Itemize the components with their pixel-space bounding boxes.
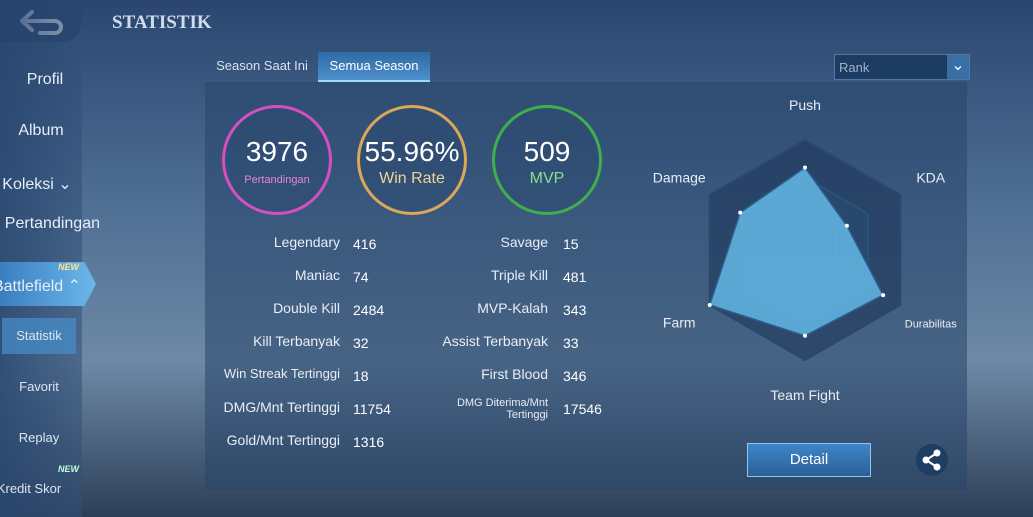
dropdown[interactable]: Rank ⌄: [834, 54, 970, 80]
summary-circle: 55.96% Win Rate: [357, 105, 467, 215]
menu-item[interactable]: Hasil Pertandingan: [0, 215, 100, 232]
menu-label: Battlefield: [0, 278, 64, 295]
radar-axis-label: Farm: [663, 315, 696, 331]
menu-item[interactable]: Koleksi ⌄: [2, 176, 72, 193]
stat-label: Gold/Mnt Tertinggi: [226, 432, 340, 448]
radar-point: [803, 333, 807, 338]
page-title: STATISTIK: [112, 12, 212, 33]
sidebar: Profil Album Koleksi ⌄ Hasil Pertandinga…: [0, 0, 100, 517]
summary-label: Pertandingan: [244, 174, 310, 186]
radar-axis-label: Damage: [653, 169, 706, 185]
stat-value: 15: [563, 236, 579, 252]
summary-circle: 509 MVP: [492, 105, 602, 215]
radar-axis-label: Push: [789, 100, 821, 113]
stat-label: DMG/Mnt Tertinggi: [223, 399, 340, 415]
new-badge: NEW: [58, 464, 79, 474]
stat-label: DMG Diterima/Mnt Tertinggi: [456, 397, 548, 421]
detail-button[interactable]: Detail: [747, 443, 871, 477]
dropdown-arrow: ⌄: [947, 55, 969, 79]
menu-label: Koleksi: [2, 176, 54, 193]
radar-chart: Push KDA Durabilitas Team Fight Farm Damage: [653, 100, 957, 403]
share-button[interactable]: [915, 443, 949, 477]
new-badge: NEW: [58, 262, 79, 272]
radar-axis-label: Durabilitas: [905, 319, 957, 331]
submenu-item[interactable]: Kredit Skor: [0, 481, 62, 496]
submenu-item[interactable]: Statistik: [16, 328, 62, 343]
tab[interactable]: Season Saat Ini: [216, 58, 308, 73]
stat-label: Assist Terbanyak: [442, 333, 548, 349]
radar-point: [707, 303, 712, 307]
radar-point: [738, 210, 743, 215]
menu-item[interactable]: Battlefield ⌃: [0, 276, 92, 296]
stat-label: First Blood: [481, 366, 548, 382]
summary-label: MVP: [529, 170, 565, 187]
radar-axis-label: KDA: [916, 169, 945, 185]
stat-label: Triple Kill: [490, 267, 548, 283]
summary-label: Win Rate: [379, 170, 445, 187]
radar-point: [881, 293, 886, 298]
stat-value: 18: [353, 368, 369, 384]
stat-label: Legendary: [273, 234, 340, 250]
stat-value: 346: [563, 368, 587, 384]
dropdown-label: Rank: [839, 60, 870, 75]
summary-value: 3976: [245, 136, 309, 167]
stat-label: Savage: [500, 234, 548, 250]
submenu-selected[interactable]: [2, 318, 76, 354]
stat-label: MVP-Kalah: [477, 300, 548, 316]
menu-item[interactable]: Profil: [26, 71, 64, 88]
menu-selected[interactable]: [0, 262, 96, 306]
tab-active[interactable]: Semua Season: [318, 52, 430, 82]
stat-value: 481: [563, 269, 587, 285]
stat-value: 17546: [563, 401, 602, 417]
stat-value: 33: [563, 335, 579, 351]
summary-circle: 3976 Pertandingan: [222, 105, 332, 215]
radar-point: [844, 223, 849, 228]
stat-value: 416: [353, 236, 377, 252]
stat-value: 11754: [353, 401, 391, 417]
submenu-item[interactable]: Replay: [18, 430, 60, 445]
stat-label: Kill Terbanyak: [253, 333, 340, 349]
summary-value: 509: [523, 136, 571, 167]
stat-value: 2484: [353, 302, 385, 318]
stat-value: 74: [353, 269, 369, 285]
submenu-item[interactable]: Favorit: [19, 379, 59, 394]
radar-point: [803, 165, 807, 170]
menu-item[interactable]: Album: [18, 122, 64, 139]
radar-axis-label: Team Fight: [770, 387, 839, 403]
summary-value: 55.96%: [364, 136, 460, 167]
stat-value: 343: [563, 302, 587, 318]
stat-label: Double Kill: [273, 300, 340, 316]
stat-value: 1316: [353, 434, 385, 450]
stat-label: Maniac: [294, 267, 340, 283]
stat-value: 32: [353, 335, 369, 351]
stat-label: Win Streak Tertinggi: [223, 366, 340, 381]
